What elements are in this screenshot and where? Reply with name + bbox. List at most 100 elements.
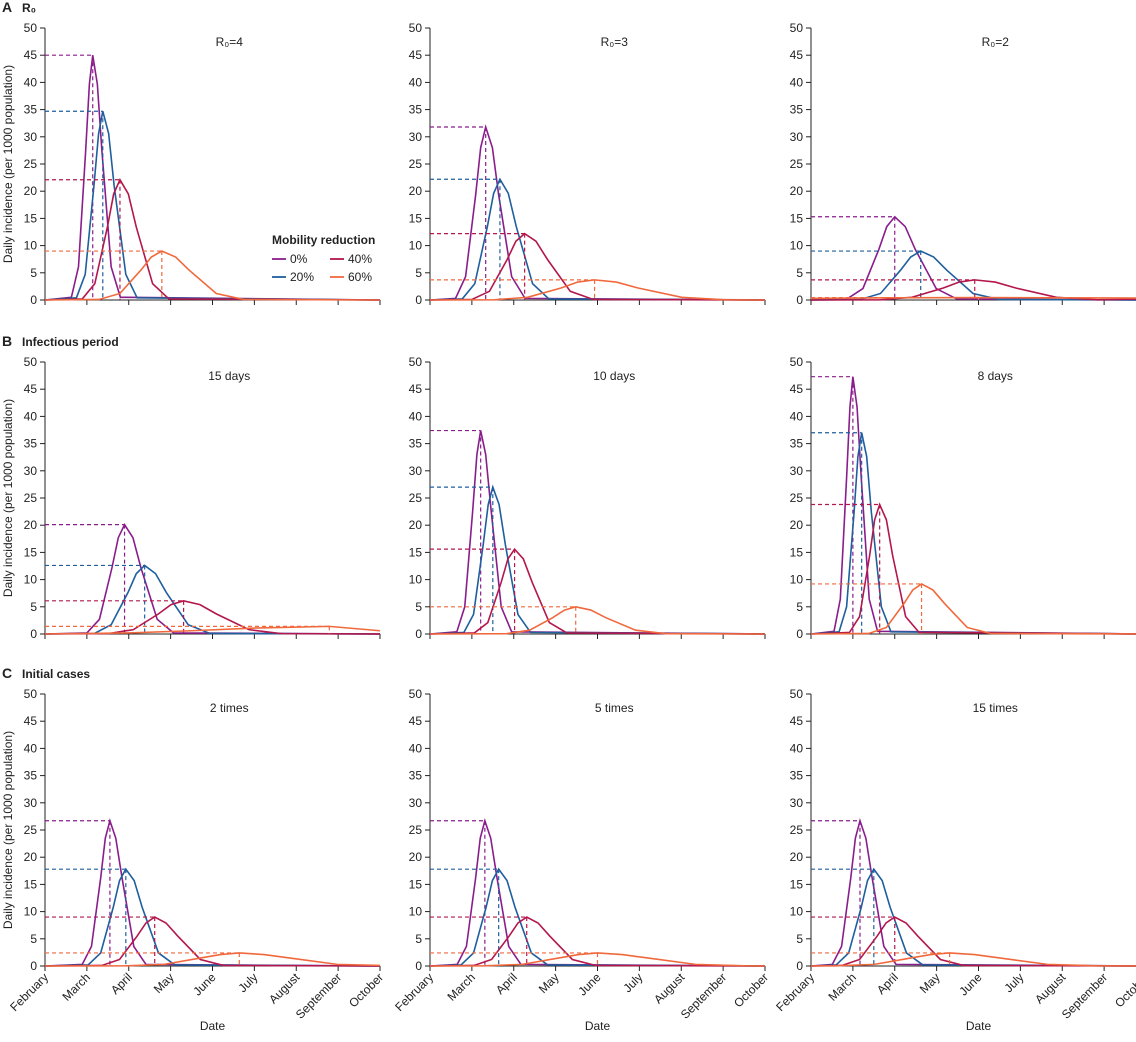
panel-label: B — [2, 333, 12, 349]
y-tick-label: 50 — [790, 21, 804, 35]
y-tick-label: 25 — [409, 157, 423, 171]
series-line — [44, 952, 381, 967]
y-tick-label: 30 — [24, 464, 38, 478]
y-tick-label: 15 — [790, 211, 804, 225]
y-tick-label: 30 — [409, 130, 423, 144]
y-tick-label: 30 — [24, 796, 38, 810]
y-tick-label: 40 — [790, 75, 804, 89]
y-tick-label: 50 — [24, 355, 38, 369]
panel-subtitle: 15 times — [973, 701, 1018, 715]
series-line — [429, 547, 766, 635]
series-line — [44, 817, 381, 967]
y-tick-label: 35 — [409, 103, 423, 117]
y-tick-label: 0 — [796, 627, 803, 641]
y-axis-label: Daily incidence (per 1000 population) — [1, 731, 15, 929]
series-line — [810, 952, 1136, 967]
series-line — [44, 599, 381, 635]
y-tick-label: 20 — [409, 518, 423, 532]
series-line — [810, 432, 1136, 635]
series-line — [44, 625, 381, 635]
x-tick-label: July — [621, 970, 646, 995]
y-tick-label: 0 — [30, 293, 37, 307]
y-tick-label: 40 — [790, 409, 804, 423]
x-tick-label: October — [731, 970, 771, 1010]
series-line — [810, 215, 1136, 301]
x-tick-label: March — [60, 970, 93, 1003]
x-tick-label: February — [773, 970, 817, 1014]
y-tick-label: 25 — [790, 823, 804, 837]
x-tick-label: February — [7, 970, 51, 1014]
y-tick-label: 10 — [24, 573, 38, 587]
series-line — [429, 484, 766, 635]
y-tick-label: 15 — [790, 877, 804, 891]
y-tick-label: 5 — [415, 932, 422, 946]
x-axis-label: Date — [966, 1019, 992, 1033]
y-tick-label: 45 — [790, 48, 804, 62]
y-tick-label: 15 — [409, 545, 423, 559]
y-tick-label: 45 — [409, 48, 423, 62]
x-tick-label: April — [493, 970, 520, 997]
y-tick-label: 30 — [24, 130, 38, 144]
legend-label: 20% — [290, 270, 314, 284]
y-tick-label: 10 — [790, 573, 804, 587]
panel-subtitle: R₀=3 — [601, 35, 629, 49]
x-tick-label: October — [1112, 970, 1136, 1010]
x-tick-label: April — [874, 970, 901, 997]
y-tick-label: 10 — [24, 239, 38, 253]
y-tick-label: 10 — [790, 905, 804, 919]
x-tick-label: October — [346, 970, 386, 1010]
y-tick-label: 5 — [415, 266, 422, 280]
x-axis-label: Date — [200, 1019, 226, 1033]
series-line — [429, 124, 766, 301]
x-axis-label: Date — [585, 1019, 611, 1033]
series-line — [810, 250, 1136, 301]
x-tick-label: August — [651, 970, 688, 1007]
series-line — [810, 817, 1136, 967]
x-tick-label: May — [536, 970, 562, 996]
y-tick-label: 45 — [409, 714, 423, 728]
y-tick-label: 35 — [790, 769, 804, 783]
x-tick-label: July — [236, 970, 261, 995]
y-tick-label: 40 — [409, 75, 423, 89]
y-tick-label: 25 — [24, 157, 38, 171]
series-line — [44, 250, 381, 301]
y-tick-label: 15 — [409, 877, 423, 891]
y-tick-label: 35 — [409, 437, 423, 451]
x-tick-label: May — [151, 970, 177, 996]
y-tick-label: 20 — [790, 184, 804, 198]
y-tick-label: 0 — [415, 959, 422, 973]
y-tick-label: 5 — [415, 600, 422, 614]
y-tick-label: 50 — [409, 355, 423, 369]
x-tick-label: May — [917, 970, 943, 996]
y-tick-label: 0 — [30, 959, 37, 973]
y-tick-label: 0 — [796, 959, 803, 973]
y-tick-label: 25 — [409, 491, 423, 505]
y-tick-label: 35 — [24, 437, 38, 451]
y-tick-label: 35 — [409, 769, 423, 783]
panel-subtitle: R₀=4 — [216, 35, 244, 49]
y-tick-label: 0 — [796, 293, 803, 307]
panel-subtitle: 8 days — [978, 369, 1013, 383]
series-line — [810, 916, 1136, 967]
y-tick-label: 50 — [24, 21, 38, 35]
y-tick-label: 0 — [415, 293, 422, 307]
y-tick-label: 0 — [415, 627, 422, 641]
y-tick-label: 35 — [790, 103, 804, 117]
y-tick-label: 0 — [30, 627, 37, 641]
y-axis-label: Daily incidence (per 1000 population) — [1, 65, 15, 263]
y-tick-label: 10 — [790, 239, 804, 253]
y-tick-label: 15 — [24, 211, 38, 225]
series-line — [44, 916, 381, 967]
y-tick-label: 20 — [790, 518, 804, 532]
y-tick-label: 5 — [796, 600, 803, 614]
y-tick-label: 45 — [24, 382, 38, 396]
y-tick-label: 5 — [30, 932, 37, 946]
y-tick-label: 15 — [790, 545, 804, 559]
series-line — [810, 867, 1136, 967]
series-line — [429, 867, 766, 967]
y-tick-label: 10 — [409, 905, 423, 919]
panel-subtitle: 10 days — [593, 369, 635, 383]
y-tick-label: 50 — [409, 21, 423, 35]
series-line — [810, 502, 1136, 635]
y-tick-label: 30 — [790, 464, 804, 478]
